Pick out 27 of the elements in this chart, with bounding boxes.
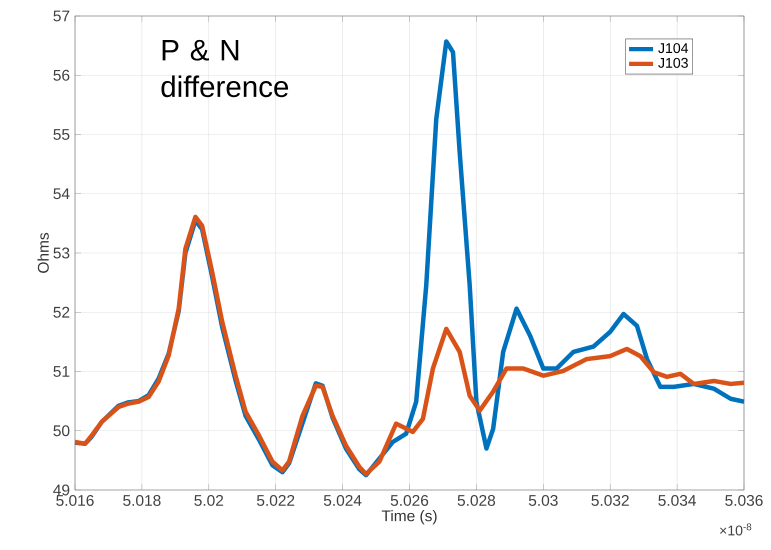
x-tick-label: 5.018 bbox=[123, 494, 161, 506]
y-tick-label: 55 bbox=[53, 129, 70, 140]
x-tick-label: 5.032 bbox=[591, 494, 629, 506]
annotation: P & N difference bbox=[161, 40, 288, 98]
y-tick-label: 57 bbox=[53, 10, 70, 22]
x-tick-label: 5.034 bbox=[658, 494, 696, 506]
text: ×10$^{-8}$ bbox=[720, 523, 752, 536]
legend-label: J104 bbox=[658, 43, 688, 54]
x-tick-label: 5.02 bbox=[194, 494, 224, 506]
y-tick-label: 52 bbox=[53, 306, 70, 318]
x-tick-label: 5.022 bbox=[256, 494, 294, 506]
y-tick-label: 54 bbox=[53, 188, 70, 200]
x-tick-label: 5.026 bbox=[390, 494, 428, 506]
y-axis-title: Ohms bbox=[37, 232, 49, 273]
x-tick-label: 5.03 bbox=[528, 494, 558, 506]
x-tick-label: 5.036 bbox=[725, 494, 763, 506]
y-tick-label: 49 bbox=[53, 484, 70, 496]
x-tick-label: 5.024 bbox=[324, 494, 362, 506]
y-tick-label: 51 bbox=[53, 366, 70, 377]
line-series bbox=[72, 214, 746, 476]
x-axis-title: Time (s) bbox=[382, 510, 437, 524]
legend-label: J103 bbox=[658, 58, 688, 68]
y-tick-label: 56 bbox=[53, 70, 70, 81]
y-tick-label: 53 bbox=[53, 248, 70, 258]
x-tick-label: 5.028 bbox=[458, 494, 496, 506]
y-tick-label: 50 bbox=[53, 425, 70, 436]
x-tick-label: 5.016 bbox=[56, 494, 94, 506]
